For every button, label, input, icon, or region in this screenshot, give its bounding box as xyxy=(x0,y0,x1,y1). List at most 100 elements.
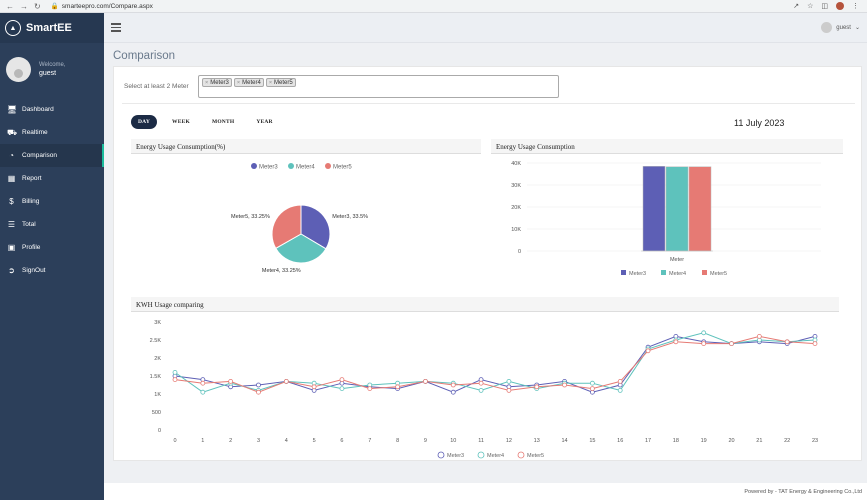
brand[interactable]: ▲ SmartEE xyxy=(0,13,104,43)
line-point[interactable] xyxy=(617,388,623,393)
line-point[interactable] xyxy=(172,370,178,375)
forward-icon[interactable]: → xyxy=(20,1,28,11)
meter-tag[interactable]: × Meter5 xyxy=(265,78,296,87)
line-point[interactable] xyxy=(478,388,484,393)
line-point[interactable] xyxy=(506,379,512,384)
remove-tag-icon[interactable]: × xyxy=(268,79,273,86)
line-point[interactable] xyxy=(450,389,456,395)
line-legend-marker[interactable] xyxy=(477,451,485,459)
sidebar-item-billing[interactable]: $ Billing xyxy=(0,190,104,213)
bar-legend-marker[interactable] xyxy=(702,270,707,275)
line-point[interactable] xyxy=(784,339,790,345)
top-bar: guest ⌄ xyxy=(104,13,867,43)
period-tabs: DAY WEEK MONTH YEAR xyxy=(131,115,280,129)
bar[interactable] xyxy=(688,166,712,252)
line-legend-label[interactable]: Meter3 xyxy=(447,453,464,459)
bar-legend-marker[interactable] xyxy=(621,270,626,275)
line-legend-label[interactable]: Meter5 xyxy=(527,453,544,459)
line-x-tick: 19 xyxy=(701,438,707,444)
tab-week[interactable]: WEEK xyxy=(172,119,190,125)
sidebar-item-total[interactable]: ☰ Total xyxy=(0,213,104,236)
line-series[interactable] xyxy=(174,335,816,393)
line-legend-label[interactable]: Meter4 xyxy=(487,453,504,459)
reload-icon[interactable]: ↻ xyxy=(34,1,41,11)
line-point[interactable] xyxy=(423,379,428,384)
profile-icon[interactable] xyxy=(836,2,844,10)
line-series[interactable] xyxy=(174,335,816,393)
line-point[interactable] xyxy=(228,379,234,384)
bar-legend-label[interactable]: Meter4 xyxy=(669,271,686,277)
kebab-menu-icon[interactable]: ⋮ xyxy=(852,3,859,10)
line-point[interactable] xyxy=(339,377,345,382)
line-point[interactable] xyxy=(729,341,734,347)
pie-legend-marker[interactable] xyxy=(325,163,331,169)
sidebar-item-comparison[interactable]: ◔ Comparison xyxy=(0,144,104,167)
line-point[interactable] xyxy=(339,386,345,391)
pie-legend-label[interactable]: Meter5 xyxy=(333,165,352,171)
pie-legend-label[interactable]: Meter4 xyxy=(296,165,315,171)
bar-legend-label[interactable]: Meter5 xyxy=(710,271,727,277)
pie-legend-label[interactable]: Meter3 xyxy=(259,165,278,171)
line-legend-marker[interactable] xyxy=(437,451,445,459)
line-point[interactable] xyxy=(506,388,512,393)
star-icon[interactable]: ☆ xyxy=(807,3,814,10)
pie-slice[interactable] xyxy=(271,204,302,250)
line-point[interactable] xyxy=(256,382,261,388)
line-point[interactable] xyxy=(589,380,595,386)
sidebar-item-report[interactable]: ▦ Report xyxy=(0,167,104,190)
line-point[interactable] xyxy=(256,389,261,395)
line-point[interactable] xyxy=(200,389,206,395)
line-x-tick: 5 xyxy=(313,438,316,444)
line-point[interactable] xyxy=(589,386,595,391)
meter-multiselect[interactable]: × Meter3 × Meter4 × Meter5 xyxy=(198,75,559,98)
bar-legend-marker[interactable] xyxy=(661,270,666,275)
line-x-tick: 10 xyxy=(450,438,456,444)
tab-day[interactable]: DAY xyxy=(131,115,158,129)
line-point[interactable] xyxy=(478,380,484,386)
line-x-tick: 22 xyxy=(784,438,790,444)
line-point[interactable] xyxy=(450,382,456,388)
sidebar-item-realtime[interactable]: ⛟ Realtime xyxy=(0,121,104,144)
tab-year[interactable]: YEAR xyxy=(256,119,273,125)
line-point[interactable] xyxy=(812,341,818,347)
bar-y-tick: 10K xyxy=(511,227,521,233)
sidebar-item-dashboard[interactable]: 🖥 Dashboard xyxy=(0,98,104,121)
line-point[interactable] xyxy=(645,348,651,354)
avatar xyxy=(6,56,31,82)
line-point[interactable] xyxy=(673,339,679,345)
sidebar-item-profile[interactable]: ▣ Profile xyxy=(0,236,104,259)
line-point[interactable] xyxy=(311,384,317,390)
remove-tag-icon[interactable]: × xyxy=(236,79,241,86)
remove-tag-icon[interactable]: × xyxy=(205,79,209,86)
bar[interactable] xyxy=(665,166,689,252)
address-bar[interactable]: 🔒 smarteepro.com/Compare.aspx xyxy=(51,2,153,11)
line-point[interactable] xyxy=(395,384,401,390)
sidebar-item-signout[interactable]: ➲ SignOut xyxy=(0,259,104,282)
meter-tag[interactable]: × Meter4 xyxy=(233,78,264,87)
meter-tag[interactable]: × Meter3 xyxy=(202,78,232,87)
line-x-tick: 16 xyxy=(617,438,623,444)
share-icon[interactable]: ↗ xyxy=(793,3,800,10)
hamburger-icon[interactable] xyxy=(111,23,121,32)
line-point[interactable] xyxy=(756,333,762,339)
bar[interactable] xyxy=(642,166,666,252)
line-legend-marker[interactable] xyxy=(517,451,525,459)
line-point[interactable] xyxy=(701,341,707,347)
pie-legend-marker[interactable] xyxy=(251,163,257,169)
table-icon: ▦ xyxy=(7,174,16,183)
sidebar-item-label: SignOut xyxy=(22,267,46,274)
line-point[interactable] xyxy=(562,382,567,388)
line-point[interactable] xyxy=(701,330,707,336)
pie-legend-marker[interactable] xyxy=(288,163,294,169)
line-point[interactable] xyxy=(534,384,540,390)
sidepanel-icon[interactable]: ◫ xyxy=(821,3,828,10)
line-point[interactable] xyxy=(172,377,178,382)
user-menu[interactable]: guest ⌄ xyxy=(821,22,860,33)
line-point[interactable] xyxy=(367,386,373,391)
back-icon[interactable]: ← xyxy=(6,1,14,11)
line-point[interactable] xyxy=(283,379,289,384)
bar-legend-label[interactable]: Meter3 xyxy=(629,271,646,277)
line-point[interactable] xyxy=(200,380,206,386)
tab-month[interactable]: MONTH xyxy=(211,119,235,125)
line-point[interactable] xyxy=(617,379,623,384)
